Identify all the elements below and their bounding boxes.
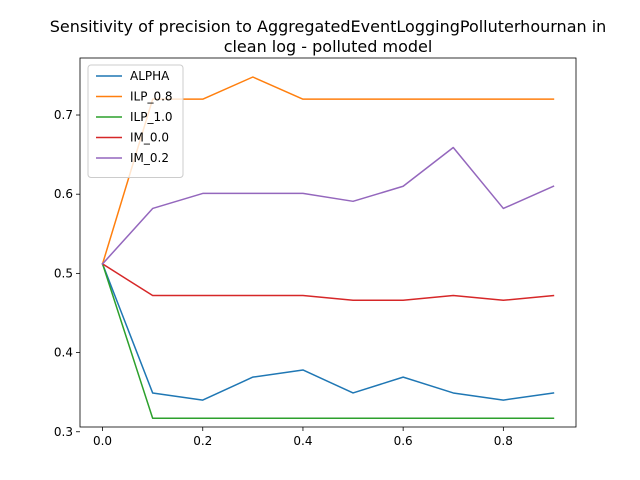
legend-box xyxy=(87,64,184,178)
series-line-0 xyxy=(101,262,555,401)
x-tick-label: 0.8 xyxy=(494,434,513,448)
legend: ALPHA ILP_0.8 ILP_1.0 IM_0.0 IM_0.2 xyxy=(87,64,184,178)
x-tick-label: 0.6 xyxy=(394,434,413,448)
y-tick-label: 0.6 xyxy=(54,187,73,201)
y-tick-label: 0.7 xyxy=(54,108,73,122)
legend-label-0: ALPHA xyxy=(130,69,170,83)
x-tick-label: 0.0 xyxy=(93,434,112,448)
series-line-2 xyxy=(101,262,555,420)
chart-title-line-1: Sensitivity of precision to AggregatedEv… xyxy=(50,17,607,36)
x-tick-label: 0.4 xyxy=(293,434,312,448)
legend-label-4: IM_0.2 xyxy=(130,151,169,165)
y-tick-label: 0.3 xyxy=(54,425,73,439)
legend-label-2: ILP_1.0 xyxy=(130,110,173,124)
plot-frame xyxy=(79,57,577,428)
y-tick-label: 0.5 xyxy=(54,266,73,280)
x-tick-label: 0.2 xyxy=(193,434,212,448)
legend-label-3: IM_0.0 xyxy=(130,131,169,145)
y-tick-label: 0.4 xyxy=(54,346,73,360)
legend-label-1: ILP_0.8 xyxy=(130,90,173,104)
series-line-4 xyxy=(101,146,555,265)
axes: 0.0 0.2 0.4 0.6 0.8 0.3 0.4 0.5 0.6 0.7 xyxy=(54,57,577,448)
series-line-3 xyxy=(101,262,555,302)
chart-title-line-2: clean log - polluted model xyxy=(224,37,433,56)
